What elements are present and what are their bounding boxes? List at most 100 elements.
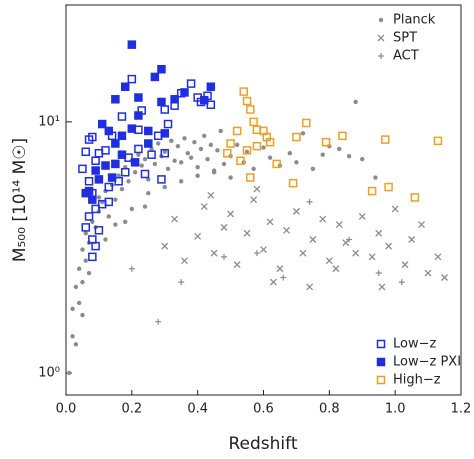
point [104,182,114,192]
point [155,318,162,325]
point [121,82,130,91]
y-axis-label: M₅₀₀ [10¹⁴ M☉] [10,138,30,262]
x-tick-label: 0.4 [187,402,208,417]
point [353,99,358,105]
point [234,142,240,148]
point [81,223,90,232]
point [76,300,82,306]
point [358,213,366,220]
point [80,279,85,285]
point [88,195,97,204]
point [205,157,210,162]
point [253,250,260,257]
point [434,253,442,261]
point [408,236,416,243]
point [375,229,383,237]
point [252,141,262,151]
point [111,139,120,148]
point [210,249,218,257]
point [242,96,252,106]
point [195,164,200,170]
point [91,156,100,166]
x-tick-label: 0.2 [121,402,142,417]
point [398,279,405,286]
point [147,150,156,159]
point [136,152,141,157]
point [157,64,166,74]
point [194,232,202,240]
point [84,212,94,221]
point [130,158,140,167]
point [70,334,75,339]
point [179,179,184,184]
point [126,179,131,184]
point [391,205,399,213]
point [384,182,393,192]
y-tick-label: 10⁰ [38,365,60,380]
point [242,146,252,155]
point [134,144,143,154]
point [283,226,291,234]
point [139,163,144,168]
point [266,218,274,226]
point [424,269,432,277]
point [368,253,376,261]
point [117,131,127,141]
point [107,173,117,182]
point [195,173,200,178]
point [80,247,85,252]
point [106,214,111,219]
point [249,117,258,127]
point [94,226,104,235]
point [220,223,228,231]
point [337,146,342,152]
point [103,237,108,242]
point [162,149,167,154]
point [150,72,160,82]
point [294,160,299,165]
point [117,112,127,121]
point [127,40,137,49]
legend-marker [377,34,385,42]
point [165,166,171,172]
legend-label: SPT [393,31,417,46]
point [321,137,331,147]
point [232,126,242,136]
point [123,219,128,224]
point [172,158,177,163]
point [81,188,90,198]
point [86,270,92,276]
point [250,196,258,204]
point [221,161,227,167]
point [206,100,216,109]
point [111,159,120,169]
point [163,119,173,129]
point [146,177,151,182]
point [227,210,235,218]
point [385,242,393,250]
point [134,111,143,120]
point [104,126,114,136]
point [292,207,300,215]
point [418,221,425,229]
point [186,79,196,88]
point [200,95,209,105]
point [116,173,121,178]
x-tick-label: 1.2 [451,402,472,417]
point [246,105,255,114]
point [410,193,420,202]
point [300,131,306,136]
point [319,215,327,223]
point [78,164,87,174]
point [149,146,154,152]
point [360,157,365,162]
point [91,241,100,251]
point [309,236,317,243]
x-tick-label: 0.6 [253,402,274,417]
point [373,175,378,180]
point [325,257,333,265]
point [94,175,104,184]
point [188,155,194,160]
legend-marker [378,53,384,59]
point [239,87,248,96]
